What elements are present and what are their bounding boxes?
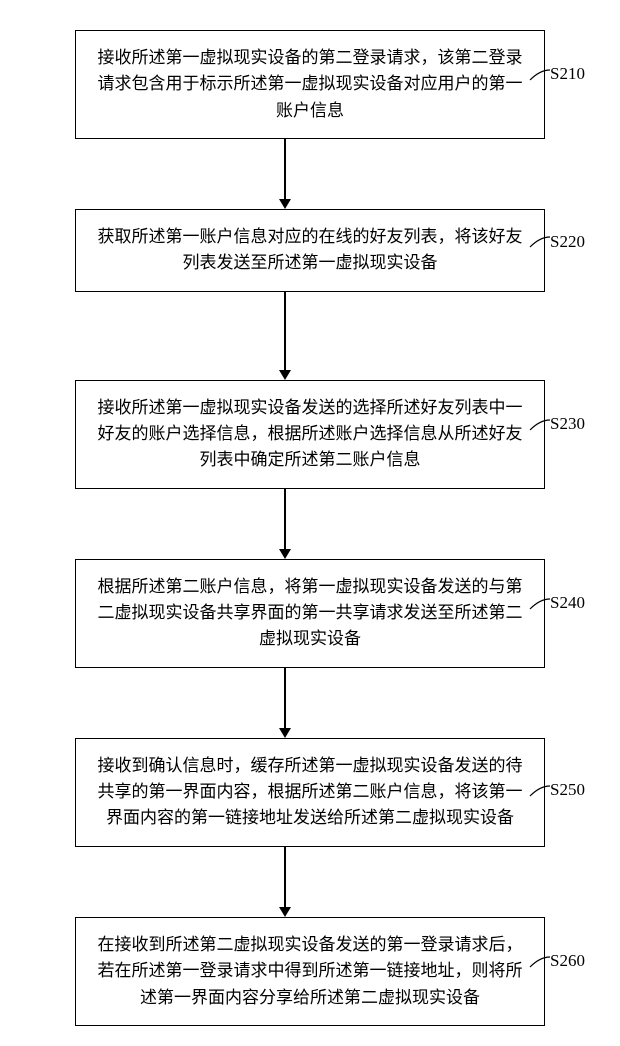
step-box-s230: 接收所述第一虚拟现实设备发送的选择所述好友列表中一好友的账户选择信息，根据所述账…: [75, 380, 545, 489]
step-text: 接收到确认信息时，缓存所述第一虚拟现实设备发送的待共享的第一界面内容，根据所述第…: [98, 756, 523, 828]
step-box-s250: 接收到确认信息时，缓存所述第一虚拟现实设备发送的待共享的第一界面内容，根据所述第…: [75, 738, 545, 847]
step-row: 接收所述第一虚拟现实设备发送的选择所述好友列表中一好友的账户选择信息，根据所述账…: [20, 380, 600, 489]
step-text: 接收所述第一虚拟现实设备发送的选择所述好友列表中一好友的账户选择信息，根据所述账…: [98, 398, 523, 470]
step-box-s240: 根据所述第二账户信息，将第一虚拟现实设备发送的与第二虚拟现实设备共享界面的第一共…: [75, 559, 545, 668]
step-box-s220: 获取所述第一账户信息对应的在线的好友列表，将该好友列表发送至所述第一虚拟现实设备: [75, 209, 545, 292]
step-box-s260: 在接收到所述第二虚拟现实设备发送的第一登录请求后，若在所述第一登录请求中得到所述…: [75, 917, 545, 1026]
step-label-s260: S260: [550, 951, 585, 971]
step-label-s220: S220: [550, 232, 585, 252]
step-label-s240: S240: [550, 593, 585, 613]
step-row: 接收到确认信息时，缓存所述第一虚拟现实设备发送的待共享的第一界面内容，根据所述第…: [20, 738, 600, 847]
step-label-s250: S250: [550, 780, 585, 800]
step-box-s210: 接收所述第一虚拟现实设备的第二登录请求，该第二登录请求包含用于标示所述第一虚拟现…: [75, 30, 545, 139]
step-row: 根据所述第二账户信息，将第一虚拟现实设备发送的与第二虚拟现实设备共享界面的第一共…: [20, 559, 600, 668]
step-label-s230: S230: [550, 414, 585, 434]
step-label-s210: S210: [550, 64, 585, 84]
flowchart: 接收所述第一虚拟现实设备的第二登录请求，该第二登录请求包含用于标示所述第一虚拟现…: [0, 0, 620, 1046]
step-text: 在接收到所述第二虚拟现实设备发送的第一登录请求后，若在所述第一登录请求中得到所述…: [98, 935, 523, 1007]
step-text: 获取所述第一账户信息对应的在线的好友列表，将该好友列表发送至所述第一虚拟现实设备: [98, 227, 523, 272]
step-row: 在接收到所述第二虚拟现实设备发送的第一登录请求后，若在所述第一登录请求中得到所述…: [20, 917, 600, 1026]
step-row: 接收所述第一虚拟现实设备的第二登录请求，该第二登录请求包含用于标示所述第一虚拟现…: [20, 30, 600, 139]
step-text: 根据所述第二账户信息，将第一虚拟现实设备发送的与第二虚拟现实设备共享界面的第一共…: [98, 577, 523, 649]
step-row: 获取所述第一账户信息对应的在线的好友列表，将该好友列表发送至所述第一虚拟现实设备…: [20, 209, 600, 292]
step-text: 接收所述第一虚拟现实设备的第二登录请求，该第二登录请求包含用于标示所述第一虚拟现…: [98, 48, 523, 120]
